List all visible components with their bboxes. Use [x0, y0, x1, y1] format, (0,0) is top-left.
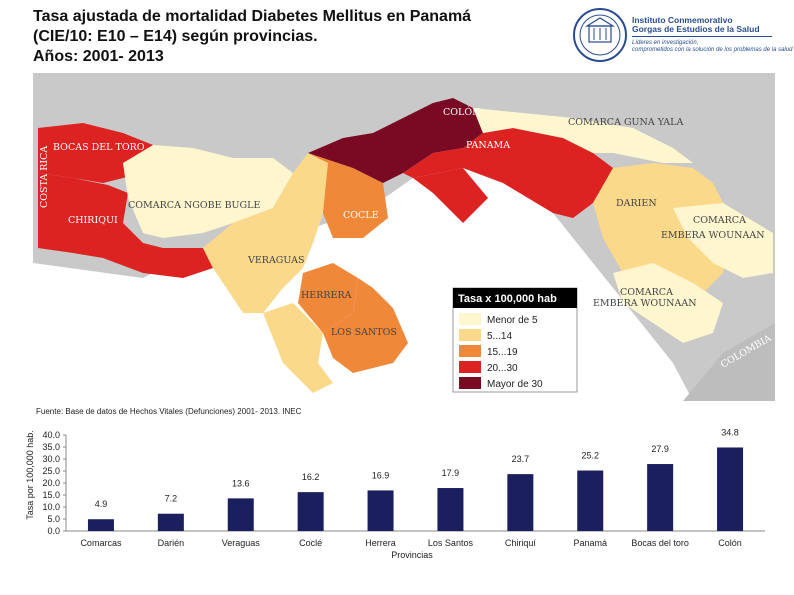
map-legend: Tasa x 100,000 hab Menor de 5 5...14 15...… [452, 287, 578, 393]
bar [577, 470, 604, 531]
institute-emblem-icon [573, 8, 627, 62]
legend-header [453, 288, 577, 308]
y-tick-label: 15.0 [42, 490, 60, 500]
region-comarca-embera-1 [673, 203, 773, 278]
label-bocas: BOCAS DEL TORO [53, 142, 145, 153]
label-embera-2a: COMARCA [620, 287, 673, 298]
y-tick-label: 25.0 [42, 466, 60, 476]
region-comarca-guna-yala [473, 108, 693, 163]
region-herrera [298, 263, 358, 333]
y-tick-label: 40.0 [42, 430, 60, 440]
y-tick-label: 30.0 [42, 454, 60, 464]
label-embera-2b: EMBERA WOUNAAN [593, 298, 697, 309]
region-veraguas-south [263, 303, 333, 393]
label-embera-1a: COMARCA [693, 215, 746, 226]
bar-value-label: 17.9 [442, 468, 460, 478]
label-colon: COLÓN [443, 106, 480, 118]
y-tick-label: 10.0 [42, 502, 60, 512]
y-tick-label: 20.0 [42, 478, 60, 488]
legend-swatch [459, 329, 481, 341]
legend-label: 20...30 [487, 363, 518, 374]
category-label: Bocas del toro [631, 538, 689, 548]
y-axis-label: Tasa por 100,000 hab. [25, 430, 35, 520]
y-tick-label: 35.0 [42, 442, 60, 452]
region-veraguas [203, 153, 328, 313]
category-label: Panamá [573, 538, 607, 548]
label-herrera: HERRERA [301, 290, 352, 301]
region-chiriqui [38, 173, 213, 278]
label-embera-1b: EMBERA WOUNAAN [661, 230, 765, 241]
bar-value-label: 4.9 [95, 499, 108, 509]
y-tick-label: 0.0 [47, 526, 60, 536]
bar [367, 490, 394, 531]
legend-swatch [459, 313, 481, 325]
bar [507, 474, 534, 531]
region-colon [308, 98, 483, 183]
chart-title: Tasa ajustada de mortalidad Diabetes Mel… [33, 7, 553, 67]
legend-swatch [459, 377, 481, 389]
logo-line-1: Instituto Conmemorativo [632, 15, 733, 25]
legend-label: Mayor de 30 [487, 379, 543, 390]
source-note: Fuente: Base de datos de Hechos Vitales … [36, 407, 302, 416]
label-cocle: COCLE [343, 210, 379, 221]
bar [647, 464, 674, 531]
bar [227, 498, 254, 531]
category-label: Colón [718, 538, 742, 548]
legend-label: 15...19 [487, 347, 518, 358]
category-label: Herrera [365, 538, 396, 548]
bar-value-label: 16.2 [302, 472, 320, 482]
y-tick-label: 5.0 [47, 514, 60, 524]
legend-swatch [459, 345, 481, 357]
region-panama [403, 128, 613, 218]
bar-value-label: 25.2 [581, 451, 599, 461]
bar-value-label: 34.8 [721, 427, 739, 437]
x-axis-label: Provincias [391, 550, 433, 560]
bar-value-label: 27.9 [651, 444, 669, 454]
label-los-santos: LOS SANTOS [331, 327, 397, 338]
logo-line-3: Líderes en investigación, [632, 40, 699, 46]
label-panama: PANAMA [466, 140, 510, 151]
category-label: Los Santos [428, 538, 474, 548]
bar [437, 488, 464, 531]
category-label: Comarcas [80, 538, 122, 548]
logo-text: Instituto Conmemorativo Gorgas de Estudi… [632, 16, 792, 54]
category-label: Chiriquí [505, 538, 537, 548]
bar [297, 492, 324, 531]
bar [87, 519, 114, 531]
colombia-region [683, 323, 775, 401]
bar-value-label: 13.6 [232, 478, 250, 488]
region-comarca-ngobe-bugle [123, 145, 293, 238]
title-line-2: (CIE/10: E10 – E14) según provincias. [33, 28, 318, 45]
bar [157, 513, 184, 531]
legend-title: Tasa x 100,000 hab [458, 293, 557, 305]
category-label: Veraguas [222, 538, 261, 548]
bar-value-label: 23.7 [512, 454, 530, 464]
label-guna: COMARCA GUNA YALA [568, 117, 683, 128]
logo-line-4: comprometidos con la solución de los pro… [632, 47, 793, 53]
label-chiriqui: CHIRIQUI [68, 215, 118, 226]
gorgas-logo: Instituto Conmemorativo Gorgas de Estudi… [572, 6, 792, 66]
panama-map: COSTA RICA COLOMBIA BOCAS DEL TORO CHIRI… [33, 73, 775, 401]
title-line-3: Años: 2001- 2013 [33, 48, 164, 65]
label-ngobe: COMARCA NGOBE BUGLE [128, 200, 260, 211]
legend-swatch [459, 361, 481, 373]
region-darien [593, 163, 733, 323]
label-veraguas: VERAGUAS [247, 255, 304, 266]
region-panama-west [413, 168, 488, 223]
logo-line-2: Gorgas de Estudios de la Salud [632, 24, 760, 34]
bar-value-label: 16.9 [372, 470, 390, 480]
region-comarca-embera-2 [613, 263, 723, 343]
title-line-1: Tasa ajustada de mortalidad Diabetes Mel… [33, 8, 472, 25]
legend-label: Menor de 5 [487, 315, 538, 326]
region-cocle [308, 153, 388, 238]
bar [717, 447, 744, 531]
category-label: Darién [158, 538, 185, 548]
bar-chart: Tasa por 100,000 hab. 0.0 5.0 10.0 15.0 20.0… [25, 427, 765, 560]
bar-value-label: 7.2 [165, 494, 178, 504]
legend-label: 5...14 [487, 331, 512, 342]
region-los-santos [323, 278, 408, 373]
category-label: Coclé [299, 538, 322, 548]
label-darien: DARIEN [616, 198, 657, 209]
label-costa-rica: COSTA RICA [39, 146, 50, 208]
